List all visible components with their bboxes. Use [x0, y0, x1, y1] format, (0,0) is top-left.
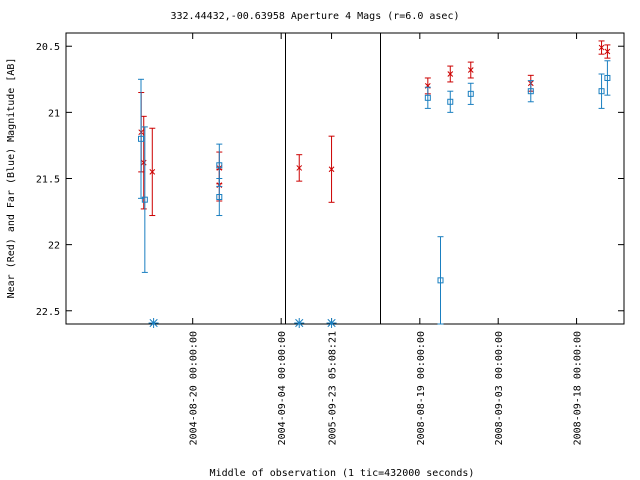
chart-title: 332.44432,-00.63958 Aperture 4 Mags (r=6… — [171, 11, 460, 22]
cross-mark — [140, 159, 147, 166]
far-point — [424, 86, 431, 109]
series-layer — [138, 40, 611, 328]
x-axis: 2004-08-20 00:00:00 2004-09-04 00:00:00 20… — [189, 33, 584, 445]
y-tick-label: 20.5 — [36, 42, 60, 53]
x-tick-label: 2008-09-03 00:00:00 — [494, 331, 505, 445]
x-tick-label: 2005-09-23 05:08:21 — [328, 331, 339, 445]
square-mark — [437, 277, 444, 284]
far-point — [447, 90, 454, 113]
y-tick-label: 22 — [48, 241, 60, 252]
star-stroke — [149, 318, 158, 328]
star-marker — [148, 318, 159, 328]
x-tick-label: 2004-09-04 00:00:00 — [277, 331, 288, 445]
y-axis: 20.5 21 21.5 22 22.5 — [36, 42, 624, 318]
cross-mark — [296, 165, 303, 171]
far-point — [527, 80, 534, 103]
cross-mark — [467, 67, 474, 73]
near-point — [296, 154, 303, 182]
square-mark — [467, 90, 474, 97]
far-point — [604, 60, 611, 96]
square-mark — [447, 98, 454, 105]
square-mark — [604, 74, 611, 81]
square-mark — [527, 88, 534, 95]
x-tick-label: 2008-08-19 00:00:00 — [416, 331, 427, 445]
near-point — [140, 115, 147, 210]
cross-mark — [328, 166, 335, 173]
square-mark — [424, 94, 431, 101]
near-point — [598, 40, 605, 55]
star-stroke — [295, 318, 304, 328]
square-mark — [598, 88, 605, 95]
square-mark — [216, 194, 223, 201]
far-point — [138, 78, 145, 199]
y-tick-label: 22.5 — [36, 307, 60, 318]
far-point — [467, 82, 474, 105]
plot-area — [65, 32, 625, 325]
square-mark — [138, 135, 145, 142]
far-point — [437, 236, 444, 325]
star-marker — [326, 318, 337, 328]
x-tick-label: 2008-09-18 00:00:00 — [573, 331, 584, 445]
cross-mark — [447, 71, 454, 77]
near-point — [328, 135, 335, 203]
near-point — [604, 44, 611, 59]
near-point — [149, 127, 156, 217]
y-axis-label: Near (Red) and Far (Blue) Magnitude [AB] — [6, 58, 17, 299]
star-stroke — [327, 318, 336, 328]
square-mark — [216, 162, 223, 169]
far-point — [141, 126, 148, 273]
square-mark — [141, 196, 148, 203]
far-point — [598, 73, 605, 109]
y-tick-label: 21.5 — [36, 175, 60, 186]
x-tick-label: 2004-08-20 00:00:00 — [189, 331, 200, 445]
cross-mark — [149, 169, 156, 175]
near-point — [467, 61, 474, 79]
star-marker — [294, 318, 305, 328]
y-tick-label: 21 — [48, 108, 60, 119]
cross-mark — [598, 44, 605, 51]
cross-mark — [604, 48, 611, 55]
near-point — [447, 65, 454, 83]
far-point — [216, 178, 223, 217]
x-axis-label: Middle of observation (1 tic=432000 seco… — [210, 468, 475, 479]
